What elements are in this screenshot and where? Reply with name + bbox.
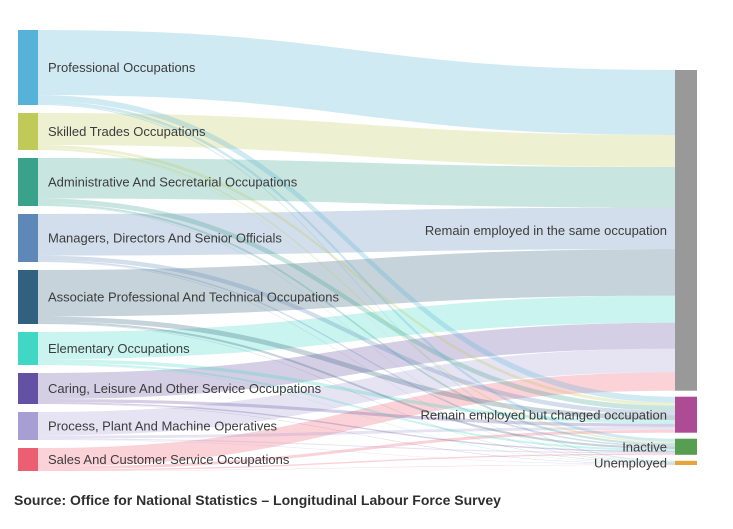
sankey-link-sales-customer-to-inactive[interactable] bbox=[38, 453, 675, 471]
sankey-link-elementary-to-changed-occ[interactable] bbox=[38, 359, 675, 424]
sankey-diagram: Professional Occupations Skilled Trades O… bbox=[18, 30, 697, 471]
node-label-elementary: Elementary Occupations bbox=[48, 341, 190, 356]
sankey-link-sales-customer-to-unemployed[interactable] bbox=[38, 464, 675, 471]
sankey-link-admin-secretarial-to-changed-occ[interactable] bbox=[38, 198, 675, 411]
node-label-changed-occ: Remain employed but changed occupation bbox=[421, 407, 667, 422]
sankey-link-elementary-to-remain-same[interactable] bbox=[38, 295, 675, 360]
sankey-link-managers-to-unemployed[interactable] bbox=[38, 261, 675, 463]
sankey-link-professional-to-unemployed[interactable] bbox=[38, 104, 675, 462]
sankey-link-associate-prof-to-remain-same[interactable] bbox=[38, 249, 675, 317]
sankey-link-elementary-to-unemployed[interactable] bbox=[38, 364, 675, 464]
node-label-caring-leisure: Caring, Leisure And Other Service Occupa… bbox=[48, 381, 322, 396]
sankey-link-sales-customer-to-changed-occ[interactable] bbox=[38, 429, 675, 470]
sankey-node-caring-leisure[interactable] bbox=[18, 373, 38, 404]
node-label-process-plant: Process, Plant And Machine Operatives bbox=[48, 419, 278, 434]
sankey-node-elementary[interactable] bbox=[18, 332, 38, 365]
sankey-link-caring-leisure-to-remain-same[interactable] bbox=[38, 322, 675, 399]
sankey-link-professional-to-inactive[interactable] bbox=[38, 101, 675, 442]
node-label-sales-customer: Sales And Customer Service Occupations bbox=[48, 452, 290, 467]
sankey-link-sales-customer-to-remain-same[interactable] bbox=[38, 372, 675, 467]
sankey-link-professional-to-changed-occ[interactable] bbox=[38, 95, 675, 403]
sankey-node-associate-prof[interactable] bbox=[18, 270, 38, 324]
node-label-managers: Managers, Directors And Senior Officials bbox=[48, 231, 282, 246]
sankey-link-skilled-trades-to-inactive[interactable] bbox=[38, 148, 675, 444]
sankey-node-managers[interactable] bbox=[18, 214, 38, 262]
sankey-link-associate-prof-to-unemployed[interactable] bbox=[38, 323, 675, 464]
source-caption: Source: Office for National Statistics –… bbox=[14, 492, 501, 508]
node-label-skilled-trades: Skilled Trades Occupations bbox=[48, 124, 206, 139]
sankey-link-elementary-to-inactive[interactable] bbox=[38, 362, 675, 451]
sankey-link-caring-leisure-to-inactive[interactable] bbox=[38, 402, 675, 453]
sankey-link-associate-prof-to-changed-occ[interactable] bbox=[38, 316, 675, 421]
sankey-node-professional[interactable] bbox=[18, 30, 38, 105]
sankey-link-process-plant-to-remain-same[interactable] bbox=[38, 348, 675, 436]
sankey-link-skilled-trades-to-changed-occ[interactable] bbox=[38, 145, 675, 406]
sankey-link-caring-leisure-to-unemployed[interactable] bbox=[38, 403, 675, 465]
sankey-link-admin-secretarial-to-remain-same[interactable] bbox=[38, 158, 675, 208]
node-label-associate-prof: Associate Professional And Technical Occ… bbox=[48, 290, 339, 305]
sankey-link-admin-secretarial-to-unemployed[interactable] bbox=[38, 205, 675, 463]
node-label-professional: Professional Occupations bbox=[48, 60, 196, 75]
sankey-node-sales-customer[interactable] bbox=[18, 448, 38, 471]
sankey-link-process-plant-to-changed-occ[interactable] bbox=[38, 426, 675, 439]
sankey-node-inactive[interactable] bbox=[675, 438, 697, 455]
sankey-node-skilled-trades[interactable] bbox=[18, 113, 38, 150]
node-label-remain-same: Remain employed in the same occupation bbox=[425, 223, 667, 238]
sankey-link-process-plant-to-unemployed[interactable] bbox=[38, 439, 675, 465]
sankey-canvas: Professional Occupations Skilled Trades O… bbox=[18, 30, 697, 471]
sankey-link-caring-leisure-to-changed-occ[interactable] bbox=[38, 399, 675, 427]
sankey-link-managers-to-inactive[interactable] bbox=[38, 260, 675, 447]
sankey-link-skilled-trades-to-unemployed[interactable] bbox=[38, 149, 675, 463]
node-label-admin-secretarial: Administrative And Secretarial Occupatio… bbox=[48, 175, 298, 190]
sankey-link-process-plant-to-inactive[interactable] bbox=[38, 438, 675, 454]
sankey-node-unemployed[interactable] bbox=[675, 460, 697, 465]
sankey-node-changed-occ[interactable] bbox=[675, 396, 697, 433]
sankey-node-process-plant[interactable] bbox=[18, 412, 38, 440]
sankey-link-managers-to-changed-occ[interactable] bbox=[38, 255, 675, 416]
node-label-inactive: Inactive bbox=[622, 439, 667, 454]
sankey-link-associate-prof-to-inactive[interactable] bbox=[38, 321, 675, 450]
sankey-link-managers-to-remain-same[interactable] bbox=[38, 207, 675, 256]
node-label-unemployed: Unemployed bbox=[594, 455, 667, 470]
sankey-link-admin-secretarial-to-inactive[interactable] bbox=[38, 203, 675, 446]
sankey-node-admin-secretarial[interactable] bbox=[18, 158, 38, 206]
sankey-node-remain-same[interactable] bbox=[675, 70, 697, 391]
sankey-link-skilled-trades-to-remain-same[interactable] bbox=[38, 113, 675, 167]
sankey-link-professional-to-remain-same[interactable] bbox=[38, 30, 675, 135]
